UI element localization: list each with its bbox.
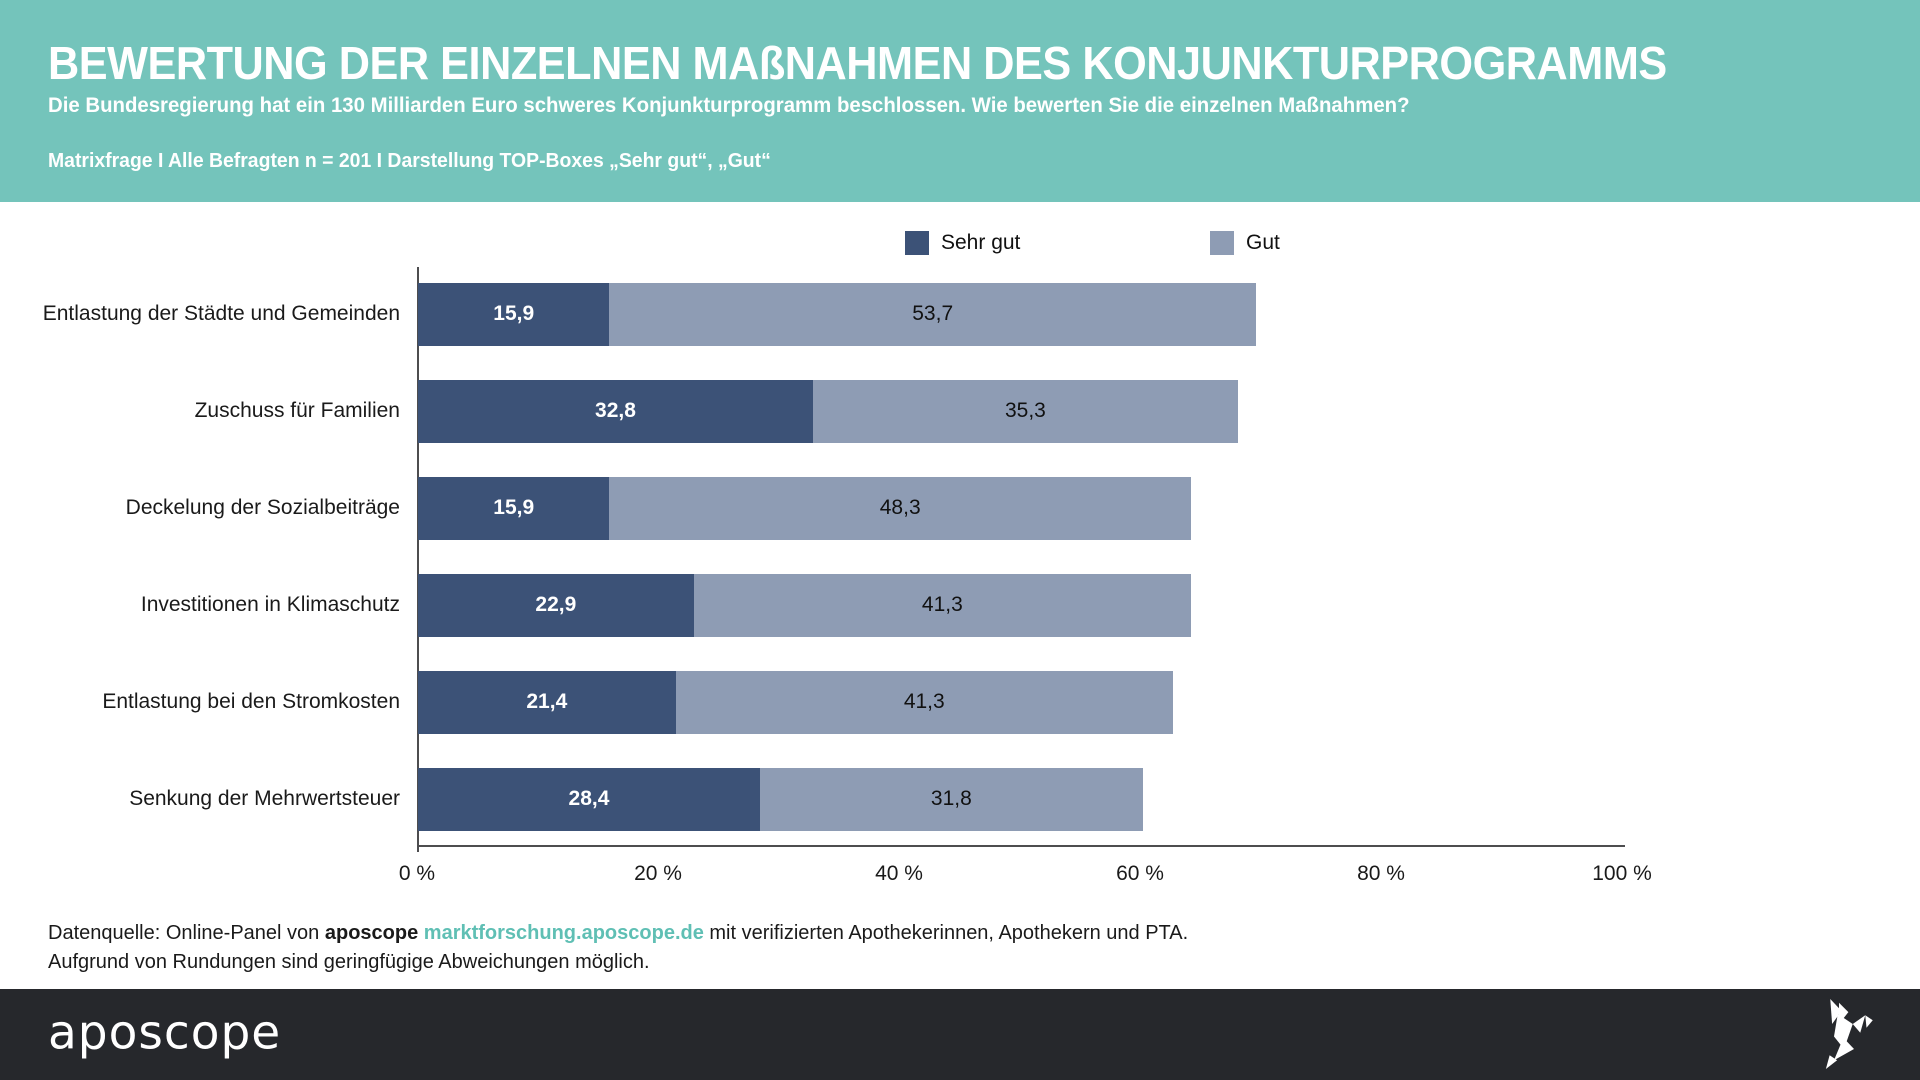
bar-segment-sehr-gut: 15,9 bbox=[418, 476, 610, 540]
source-line-1: Datenquelle: Online-Panel von aposcope m… bbox=[48, 919, 1188, 948]
legend-item: Sehr gut bbox=[905, 230, 1020, 256]
bar-row: Entlastung der Städte und Gemeinden 15,9 5… bbox=[0, 282, 1920, 346]
bar-value-label: 21,4 bbox=[526, 690, 568, 713]
bar-value-label: 53,7 bbox=[912, 302, 954, 325]
category-label: Entlastung bei den Stromkosten bbox=[102, 690, 400, 713]
bar-segment-gut: 35,3 bbox=[812, 379, 1238, 443]
x-tick-label: 0 % bbox=[398, 862, 436, 885]
bar-value-label: 41,3 bbox=[903, 690, 945, 713]
x-tick-label: 100 % bbox=[1592, 862, 1652, 885]
bar-value-label: 22,9 bbox=[535, 593, 577, 616]
bar-row: Zuschuss für Familien 32,8 35,3 bbox=[0, 379, 1920, 443]
bar-value-label: 15,9 bbox=[493, 302, 535, 325]
legend-swatch-icon bbox=[905, 231, 929, 255]
source-text-suffix: mit verifizierten Apothekerinnen, Apothe… bbox=[703, 922, 1189, 944]
bar-row: Senkung der Mehrwertsteuer 28,4 31,8 bbox=[0, 767, 1920, 831]
legend-item: Gut bbox=[1210, 230, 1280, 256]
x-tick-label: 40 % bbox=[875, 862, 923, 885]
x-tick-label: 60 % bbox=[1116, 862, 1164, 885]
legend-label: Gut bbox=[1246, 231, 1280, 254]
bar-segment-gut: 48,3 bbox=[609, 476, 1191, 540]
origami-bird-icon bbox=[1812, 999, 1876, 1069]
category-label: Deckelung der Sozialbeiträge bbox=[125, 496, 400, 519]
bar-segment-sehr-gut: 21,4 bbox=[418, 670, 676, 734]
page-title: BEWERTUNG DER EINZELNEN MAßNAHMEN DES KO… bbox=[48, 37, 1667, 89]
bar-segment-gut: 31,8 bbox=[759, 767, 1143, 831]
bar-value-label: 28,4 bbox=[568, 787, 610, 810]
bar-segment-gut: 53,7 bbox=[609, 282, 1256, 346]
bar-row: Investitionen in Klimaschutz 22,9 41,3 bbox=[0, 573, 1920, 637]
footer-bar: aposcope bbox=[0, 989, 1920, 1080]
chart-legend: Sehr gut Gut bbox=[0, 230, 1920, 260]
bar-segment-sehr-gut: 15,9 bbox=[418, 282, 610, 346]
x-tick-label: 80 % bbox=[1357, 862, 1405, 885]
source-link[interactable]: marktforschung.aposcope.de bbox=[423, 922, 704, 944]
bar-segment-sehr-gut: 32,8 bbox=[418, 379, 813, 443]
page-subtitle: Die Bundesregierung hat ein 130 Milliard… bbox=[48, 94, 1410, 117]
x-axis-line bbox=[417, 845, 1625, 847]
bar-value-label: 35,3 bbox=[1004, 399, 1046, 422]
bar-row: Entlastung bei den Stromkosten 21,4 41,3 bbox=[0, 670, 1920, 734]
legend-label: Sehr gut bbox=[941, 231, 1021, 254]
survey-meta: Matrixfrage I Alle Befragten n = 201 I D… bbox=[48, 150, 771, 172]
category-label: Senkung der Mehrwertsteuer bbox=[129, 787, 400, 810]
source-line-2: Aufgrund von Rundungen sind geringfügige… bbox=[48, 951, 650, 973]
category-label: Investitionen in Klimaschutz bbox=[140, 593, 400, 616]
bar-value-label: 15,9 bbox=[493, 496, 535, 519]
bar-segment-gut: 41,3 bbox=[675, 670, 1173, 734]
x-tick-label: 20 % bbox=[634, 862, 682, 885]
source-text: Datenquelle: Online-Panel von bbox=[48, 922, 325, 944]
bar-value-label: 48,3 bbox=[879, 496, 921, 519]
legend-swatch-icon bbox=[1210, 231, 1234, 255]
bar-value-label: 32,8 bbox=[595, 399, 636, 422]
bar-row: Deckelung der Sozialbeiträge 15,9 48,3 bbox=[0, 476, 1920, 540]
header-band: BEWERTUNG DER EINZELNEN MAßNAHMEN DES KO… bbox=[0, 0, 1920, 202]
source-note: Datenquelle: Online-Panel von aposcope m… bbox=[48, 919, 1188, 977]
bar-segment-gut: 41,3 bbox=[693, 573, 1191, 637]
aposcope-logo: aposcope bbox=[48, 1004, 282, 1060]
bar-value-label: 41,3 bbox=[921, 593, 963, 616]
bar-segment-sehr-gut: 28,4 bbox=[418, 767, 760, 831]
category-label: Entlastung der Städte und Gemeinden bbox=[42, 302, 400, 325]
bar-value-label: 31,8 bbox=[930, 787, 972, 810]
bar-segment-sehr-gut: 22,9 bbox=[418, 573, 694, 637]
brand-name: aposcope bbox=[324, 922, 419, 944]
y-axis-line bbox=[417, 267, 419, 852]
category-label: Zuschuss für Familien bbox=[194, 399, 400, 422]
